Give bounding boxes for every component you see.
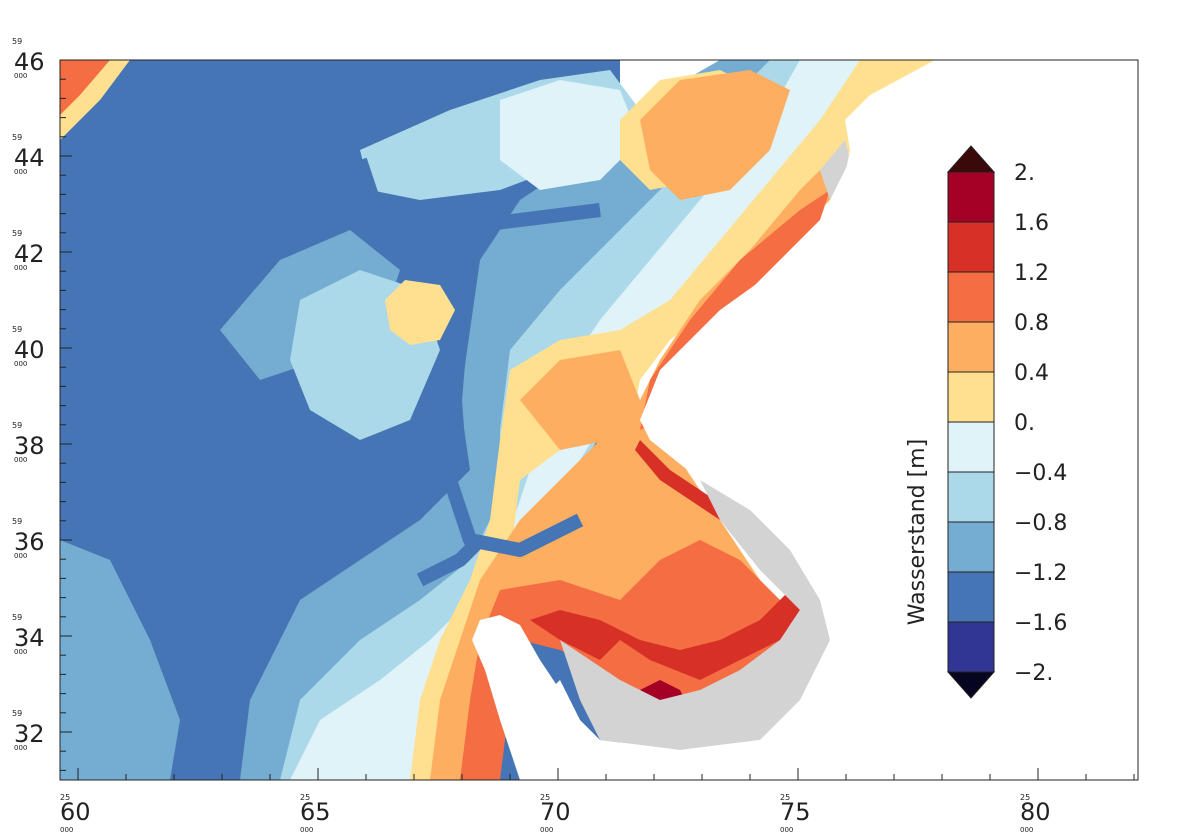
dry-land-south <box>560 480 830 750</box>
y-tick-prefix: 59 <box>12 613 22 622</box>
y-tick-suffix: 000 <box>14 72 27 80</box>
orange-center <box>520 350 640 450</box>
colorbar-label: 0.8 <box>1014 311 1049 336</box>
x-tick-prefix: 25 <box>1020 793 1030 802</box>
x-tick-suffix: 000 <box>300 826 313 834</box>
colorbar-label: −1.6 <box>1014 611 1067 636</box>
y-tick-suffix: 000 <box>14 648 27 656</box>
y-tick-prefix: 59 <box>12 709 22 718</box>
colorbar-bin <box>947 271 995 323</box>
mid-blue-west <box>60 540 180 780</box>
colorbar-bin <box>947 321 995 373</box>
y-tick-label: 32 <box>14 720 45 748</box>
y-tick-label: 42 <box>14 240 45 268</box>
colorbar-label: −1.2 <box>1014 561 1067 586</box>
colorbar-bin <box>947 471 995 523</box>
plot-frame <box>59 59 1139 781</box>
dark-orange-area <box>460 540 790 780</box>
dark-orange-coast <box>640 190 830 430</box>
x-tick-suffix: 000 <box>60 826 73 834</box>
x-tick-suffix: 000 <box>540 826 553 834</box>
y-tick-suffix: 000 <box>14 264 27 272</box>
x-tick-label: 65 <box>300 798 331 826</box>
y-tick-prefix: 59 <box>12 133 22 142</box>
channel-lines <box>178 157 601 587</box>
y-tick-suffix: 000 <box>14 168 27 176</box>
y-tick-suffix: 000 <box>14 456 27 464</box>
colorbar-bin <box>947 621 995 673</box>
very-light-north <box>500 80 640 190</box>
colorbar-label: −0.4 <box>1014 461 1067 486</box>
colorbar-bin <box>947 421 995 473</box>
x-tick-prefix: 25 <box>780 793 790 802</box>
colorbar-bin <box>947 571 995 623</box>
colorbar-label: 2. <box>1014 161 1035 186</box>
y-tick-label: 40 <box>14 336 45 364</box>
x-tick-label: 70 <box>540 798 571 826</box>
colorbar-bin <box>947 171 995 223</box>
colorbar-label: −2. <box>1014 661 1053 686</box>
y-tick-label: 36 <box>14 528 45 556</box>
y-tick-label: 34 <box>14 624 45 652</box>
x-tick-prefix: 25 <box>540 793 550 802</box>
west-orange-corner <box>60 60 110 115</box>
y-tick-label: 38 <box>14 432 45 460</box>
x-tick-label: 75 <box>780 798 811 826</box>
orange-north <box>640 70 790 200</box>
colorbar: 2. 1.6 1.2 0.8 0.4 0. −0.4 −0.8 −1.2 −1.6 −2. Wasse… <box>905 145 1067 699</box>
colorbar-label: −0.8 <box>1014 511 1067 536</box>
y-tick-suffix: 000 <box>14 744 27 752</box>
y-tick-prefix: 59 <box>12 421 22 430</box>
x-tick-suffix: 000 <box>1020 826 1033 834</box>
y-tick-prefix: 59 <box>12 37 22 46</box>
colorbar-title: Wasserstand [m] <box>905 439 930 625</box>
land-peninsula <box>472 615 560 780</box>
colorbar-label: 1.6 <box>1014 211 1049 236</box>
y-tick-label: 44 <box>14 144 45 172</box>
colorbar-bin <box>947 371 995 423</box>
y-axis: 5946000594400059420005940000593800059360… <box>12 37 72 771</box>
y-tick-prefix: 59 <box>12 325 22 334</box>
colorbar-label: 1.2 <box>1014 261 1049 286</box>
red-area <box>530 590 800 680</box>
y-tick-prefix: 59 <box>12 517 22 526</box>
colorbar-label: 0. <box>1014 411 1035 436</box>
x-tick-prefix: 25 <box>300 793 310 802</box>
y-tick-suffix: 000 <box>14 360 27 368</box>
colorbar-bin <box>947 221 995 273</box>
colorbar-label: 0.4 <box>1014 361 1049 386</box>
y-tick-label: 46 <box>14 48 45 76</box>
y-tick-suffix: 000 <box>14 552 27 560</box>
x-tick-suffix: 000 <box>780 826 793 834</box>
yellow-center-patch <box>385 280 455 345</box>
dry-land-north <box>820 140 850 200</box>
colorbar-bin <box>947 521 995 573</box>
y-tick-prefix: 59 <box>12 229 22 238</box>
red-coast <box>635 440 730 520</box>
colorbar-under-triangle <box>946 671 996 699</box>
x-tick-prefix: 25 <box>60 793 70 802</box>
x-tick-label: 80 <box>1020 798 1051 826</box>
x-tick-label: 60 <box>60 798 91 826</box>
